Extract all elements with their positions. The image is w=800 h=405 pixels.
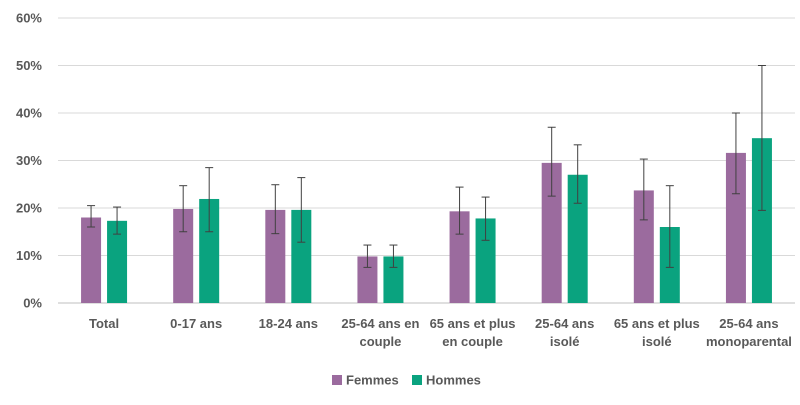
error-bar bbox=[363, 244, 372, 268]
legend-label-hommes: Hommes bbox=[426, 373, 481, 388]
error-bar bbox=[87, 205, 96, 228]
bar-hommes bbox=[567, 174, 588, 303]
error-bars bbox=[87, 65, 766, 268]
y-tick-label: 10% bbox=[16, 248, 42, 263]
error-bar bbox=[297, 177, 306, 243]
y-tick-label: 0% bbox=[23, 296, 42, 311]
x-axis-labels: Total 0-17 ans 18-24 ans 25-64 ans en couple… bbox=[89, 316, 792, 349]
bar-femmes bbox=[265, 209, 286, 303]
error-bar bbox=[389, 244, 398, 268]
bar-femmes bbox=[725, 152, 746, 303]
bar-hommes bbox=[199, 198, 220, 303]
error-bar bbox=[573, 144, 582, 204]
error-bar bbox=[639, 158, 648, 221]
x-category-label: 18-24 ans bbox=[259, 316, 318, 331]
bar-hommes bbox=[291, 209, 312, 303]
legend: Femmes Hommes bbox=[332, 373, 481, 388]
y-tick-label: 30% bbox=[16, 153, 42, 168]
error-bar bbox=[731, 112, 740, 195]
bar-femmes bbox=[449, 211, 470, 303]
error-bar bbox=[665, 185, 674, 268]
bars bbox=[81, 138, 772, 303]
error-bar bbox=[547, 126, 556, 197]
x-category-label: 65 ans et plus isolé bbox=[614, 316, 700, 349]
error-bar bbox=[757, 65, 766, 211]
bar-femmes bbox=[357, 256, 378, 303]
x-category-label: 65 ans et plus en couple bbox=[430, 316, 516, 349]
legend-swatch-hommes bbox=[412, 375, 422, 385]
bar-femmes bbox=[633, 190, 654, 303]
error-bar bbox=[179, 185, 188, 233]
x-category-label: 0-17 ans bbox=[170, 316, 222, 331]
y-tick-label: 40% bbox=[16, 106, 42, 121]
legend-swatch-femmes bbox=[332, 375, 342, 385]
x-category-label: 25-64 ans en couple bbox=[341, 316, 419, 349]
bar-femmes bbox=[81, 217, 102, 303]
bar-hommes bbox=[751, 138, 772, 303]
x-category-label: Total bbox=[89, 316, 119, 331]
y-tick-label: 50% bbox=[16, 58, 42, 73]
error-bar bbox=[455, 186, 464, 235]
x-category-label: 25-64 ans isolé bbox=[535, 316, 594, 349]
x-category-label: 25-64 ans monoparental bbox=[706, 316, 792, 349]
bar-femmes bbox=[541, 162, 562, 303]
error-bar bbox=[205, 167, 214, 233]
legend-label-femmes: Femmes bbox=[346, 373, 399, 388]
y-tick-label: 20% bbox=[16, 201, 42, 216]
gridlines bbox=[58, 17, 795, 304]
error-bar bbox=[481, 196, 490, 241]
y-axis-ticks: 0% 10% 20% 30% 40% 50% 60% bbox=[16, 11, 42, 311]
error-bar bbox=[271, 184, 280, 235]
bar-hommes bbox=[383, 256, 404, 303]
bar-hommes bbox=[107, 220, 128, 303]
y-tick-label: 60% bbox=[16, 11, 42, 26]
error-bar bbox=[113, 206, 122, 235]
bar-hommes bbox=[475, 218, 496, 303]
bar-femmes bbox=[173, 208, 194, 303]
